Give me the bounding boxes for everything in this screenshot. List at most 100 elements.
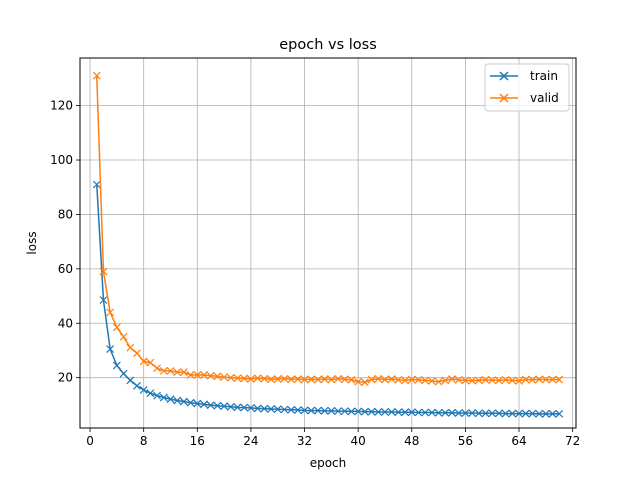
series-train-point bbox=[159, 393, 168, 402]
series-valid-point bbox=[448, 375, 456, 383]
series-train-point bbox=[414, 408, 423, 417]
series-valid-point bbox=[92, 71, 101, 80]
series-valid-point bbox=[179, 368, 188, 377]
series-train-point bbox=[387, 408, 396, 416]
series-train-point bbox=[494, 409, 503, 418]
series-valid-point bbox=[280, 374, 289, 383]
series-valid-point bbox=[354, 377, 363, 386]
legend-train-marker bbox=[499, 71, 509, 81]
x-axis-label: epoch bbox=[310, 456, 347, 470]
series-valid-point bbox=[133, 349, 141, 358]
series-valid-point bbox=[387, 375, 396, 383]
series-train-point bbox=[535, 409, 544, 418]
series-layer bbox=[92, 71, 564, 418]
series-valid-point bbox=[166, 366, 175, 375]
series-train-point bbox=[381, 408, 389, 416]
series-train-point bbox=[119, 369, 128, 378]
series-valid-point bbox=[454, 375, 463, 384]
legend: train valid bbox=[484, 63, 570, 112]
y-tick-label: 100 bbox=[50, 153, 73, 167]
series-valid-point bbox=[528, 375, 537, 384]
series-valid-point bbox=[287, 375, 296, 384]
series-valid-point bbox=[414, 375, 423, 384]
series-valid-point bbox=[427, 377, 436, 385]
series-train-point bbox=[213, 401, 222, 410]
y-tick-label: 80 bbox=[58, 207, 73, 221]
series-valid-point bbox=[521, 375, 530, 384]
series-train-point bbox=[287, 405, 296, 414]
series-valid-point bbox=[367, 375, 376, 384]
series-valid-point bbox=[555, 375, 564, 384]
legend-valid-marker bbox=[499, 93, 509, 103]
series-valid-point bbox=[146, 358, 155, 367]
series-valid-point bbox=[360, 378, 369, 387]
y-tick-label: 60 bbox=[58, 262, 73, 276]
series-train-point bbox=[126, 376, 135, 385]
series-valid-point bbox=[193, 371, 202, 379]
series-train-point bbox=[267, 405, 275, 413]
series-train-point bbox=[280, 405, 289, 414]
series-train-point bbox=[253, 404, 262, 413]
series-train-point bbox=[307, 406, 316, 415]
series-valid-point bbox=[206, 371, 215, 380]
series-train-point bbox=[468, 409, 477, 417]
series-valid-point bbox=[139, 357, 148, 366]
series-train-point bbox=[360, 407, 369, 416]
series-train-point bbox=[528, 409, 537, 418]
series-train-point bbox=[133, 381, 141, 390]
series-valid-point bbox=[159, 366, 168, 375]
series-train-point bbox=[427, 408, 436, 417]
series-train-point bbox=[226, 402, 235, 411]
x-tick-label: 16 bbox=[190, 434, 205, 448]
series-train-point bbox=[173, 396, 182, 405]
series-valid-point bbox=[220, 373, 229, 382]
series-train-point bbox=[327, 406, 336, 415]
series-valid-point bbox=[186, 371, 195, 379]
series-train-point bbox=[515, 409, 523, 418]
series-valid-point bbox=[474, 376, 483, 385]
plot-frame bbox=[79, 57, 577, 429]
series-train-point bbox=[454, 409, 463, 417]
y-tick-label: 40 bbox=[58, 316, 73, 330]
legend-train-label: train bbox=[530, 69, 558, 83]
series-train-point bbox=[340, 407, 349, 416]
series-valid-point bbox=[300, 375, 309, 384]
series-valid-point bbox=[200, 371, 208, 379]
series-valid-point bbox=[307, 375, 316, 384]
series-train-point bbox=[106, 345, 115, 354]
x-tick-label: 64 bbox=[511, 434, 526, 448]
series-train-point bbox=[153, 391, 162, 400]
x-tick-label: 48 bbox=[404, 434, 419, 448]
ticks: 0 8 16 24 32 40 48 56 64 72 20 40 60 80 100 120 bbox=[50, 99, 580, 448]
series-valid-point bbox=[327, 375, 336, 384]
series-valid-point bbox=[468, 376, 477, 385]
series-train-point bbox=[206, 401, 215, 410]
series-valid-point bbox=[233, 374, 242, 383]
series-train-point bbox=[407, 408, 416, 417]
series-train-point bbox=[320, 406, 329, 415]
series-valid-point bbox=[213, 372, 222, 381]
series-valid-point bbox=[293, 375, 302, 383]
series-train-point bbox=[166, 395, 175, 404]
series-train-point bbox=[240, 403, 249, 412]
series-train-point bbox=[461, 409, 470, 417]
series-valid-point bbox=[226, 373, 235, 382]
series-valid-point bbox=[119, 332, 128, 341]
series-train-point bbox=[246, 403, 255, 412]
series-train-point bbox=[548, 409, 557, 418]
series-train-point bbox=[233, 403, 242, 412]
series-train-point bbox=[92, 180, 101, 189]
series-valid-point bbox=[347, 375, 356, 384]
series-train-point bbox=[367, 407, 376, 416]
series-train-point bbox=[139, 385, 148, 394]
series-train-point bbox=[112, 361, 121, 370]
series-valid-point bbox=[260, 374, 269, 383]
series-train-point bbox=[521, 409, 530, 418]
series-valid-point bbox=[535, 375, 544, 384]
series-valid-point bbox=[340, 375, 349, 384]
x-tick-label: 40 bbox=[351, 434, 366, 448]
series-valid-point bbox=[434, 377, 443, 386]
series-train-point bbox=[501, 409, 510, 418]
series-train-point bbox=[394, 408, 403, 417]
